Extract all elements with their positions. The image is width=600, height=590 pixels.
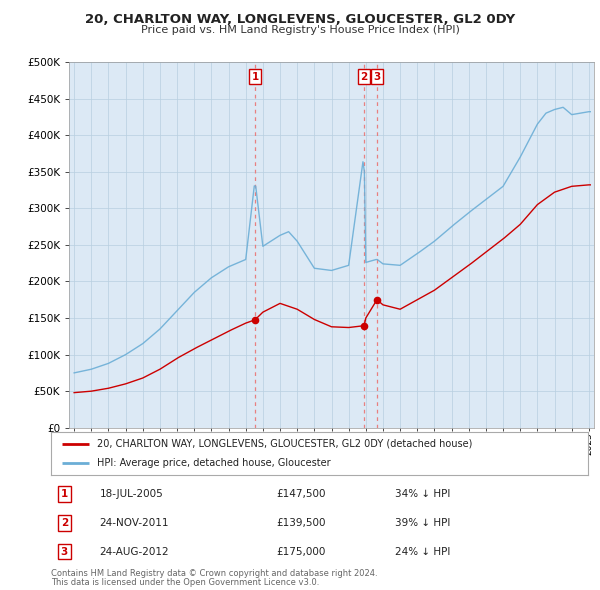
Text: 20, CHARLTON WAY, LONGLEVENS, GLOUCESTER, GL2 0DY: 20, CHARLTON WAY, LONGLEVENS, GLOUCESTER… [85, 13, 515, 26]
Text: 18-JUL-2005: 18-JUL-2005 [100, 489, 163, 499]
Text: 3: 3 [61, 546, 68, 556]
Text: Price paid vs. HM Land Registry's House Price Index (HPI): Price paid vs. HM Land Registry's House … [140, 25, 460, 35]
Text: £147,500: £147,500 [277, 489, 326, 499]
Text: 24-AUG-2012: 24-AUG-2012 [100, 546, 169, 556]
Text: Contains HM Land Registry data © Crown copyright and database right 2024.: Contains HM Land Registry data © Crown c… [51, 569, 377, 578]
Text: HPI: Average price, detached house, Gloucester: HPI: Average price, detached house, Glou… [97, 458, 330, 468]
Text: This data is licensed under the Open Government Licence v3.0.: This data is licensed under the Open Gov… [51, 578, 319, 587]
Text: 2: 2 [361, 71, 368, 81]
Text: 2: 2 [61, 518, 68, 527]
Text: £139,500: £139,500 [277, 518, 326, 527]
Text: 24% ↓ HPI: 24% ↓ HPI [395, 546, 450, 556]
Text: 20, CHARLTON WAY, LONGLEVENS, GLOUCESTER, GL2 0DY (detached house): 20, CHARLTON WAY, LONGLEVENS, GLOUCESTER… [97, 439, 472, 449]
Text: 34% ↓ HPI: 34% ↓ HPI [395, 489, 450, 499]
Text: 3: 3 [373, 71, 380, 81]
Text: 1: 1 [61, 489, 68, 499]
Text: 24-NOV-2011: 24-NOV-2011 [100, 518, 169, 527]
Text: £175,000: £175,000 [277, 546, 326, 556]
Text: 1: 1 [251, 71, 259, 81]
Text: 39% ↓ HPI: 39% ↓ HPI [395, 518, 450, 527]
